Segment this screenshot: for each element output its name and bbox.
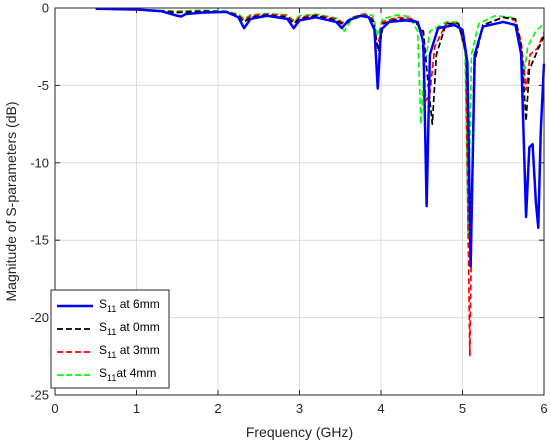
x-tick-label: 3 (296, 401, 303, 416)
x-tick-label: 0 (51, 401, 58, 416)
x-tick-labels: 0 1 2 3 4 5 6 (51, 401, 547, 416)
y-tick-label: 0 (42, 1, 49, 16)
plot-frame (54, 7, 545, 396)
x-tick-label: 4 (377, 401, 384, 416)
legend: S11 at 6mm S11 at 0mm S11 at 3mm S11at 4mm (50, 289, 170, 389)
y-tick-label: -5 (37, 78, 49, 93)
y-axis-label: Magnitude of S-parameters (dB) (3, 102, 19, 302)
series-line-1 (95, 7, 545, 265)
x-axis-label: Frequency (GHz) (246, 424, 353, 440)
y-tick-labels: 0 -5 -10 -15 -20 -25 (30, 1, 49, 403)
y-tick-label: -20 (30, 310, 49, 325)
legend-label-0: S11 at 6mm (99, 297, 160, 314)
legend-label-2: S11 at 3mm (99, 343, 160, 360)
y-tick-label: -15 (30, 233, 49, 248)
y-tick-label: -10 (30, 155, 49, 170)
series-line-0 (95, 7, 546, 268)
y-tick-label: -25 (30, 388, 49, 403)
series-lines (95, 7, 546, 358)
legend-label-3: S11at 4mm (99, 366, 156, 383)
x-tick-label: 5 (459, 401, 466, 416)
x-tick-label: 6 (540, 401, 547, 416)
legend-label-1: S11 at 0mm (99, 320, 160, 337)
x-tick-label: 2 (214, 401, 221, 416)
x-tick-label: 1 (133, 401, 140, 416)
